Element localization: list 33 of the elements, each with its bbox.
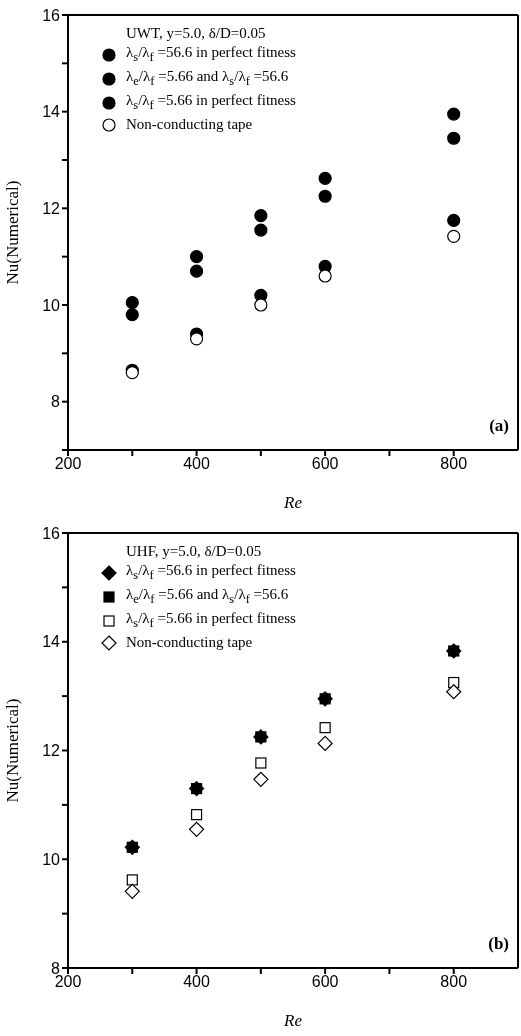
legend-label: λ$_{s}$/λ$_{f}$ =5.66 in perfect fitness [126,609,296,632]
y-axis-title: Nu(Numerical) [3,698,23,803]
legend-label: λ$_{s}$/λ$_{f}$ =56.6 in perfect fitness [126,43,296,66]
annotation: (a) [489,416,509,436]
y-tick-label: 10 [42,296,61,314]
x-axis-title: Re [283,493,303,513]
x-tick-label: 600 [311,973,339,991]
legend-label: λ$_{s}$/λ$_{f}$ =56.6 in perfect fitness [126,561,296,584]
y-tick-label: 12 [42,742,61,760]
y-tick-label: 12 [42,200,61,218]
x-axis-title: Re [283,1011,303,1031]
legend-label: λ$_{s}$/λ$_{f}$ =5.66 in perfect fitness [126,91,296,114]
x-tick-label: 800 [440,455,468,473]
x-tick-label: 800 [440,973,468,991]
legend-label: Non-conducting tape [126,115,253,134]
legend-title: UWT, y=5.0, δ/D=0.05 [125,24,267,43]
x-tick-label: 400 [183,455,211,473]
y-tick-label: 16 [42,524,61,542]
x-tick-label: 600 [311,455,339,473]
text: λ$_{e}$/λ$_{f}$ =5.66 and λ$_{s}$/λ$_{f}$ =56.6 [126,68,289,88]
text: λ$_{e}$/λ$_{f}$ =5.66 and λ$_{s}$/λ$_{f}$ =56.6 [126,586,289,606]
y-tick-label: 16 [42,6,61,24]
x-tick-label: 200 [54,455,82,473]
y-tick-label: 14 [42,103,61,121]
y-tick-label: 8 [51,393,61,411]
legend-title: UHF, y=5.0, δ/D=0.05 [125,542,263,561]
x-tick-label: 200 [54,973,82,991]
x-tick-label: 400 [183,973,211,991]
y-axis-title: Nu(Numerical) [3,180,23,285]
annotation: (b) [488,934,509,954]
legend-label: Non-conducting tape [126,633,253,652]
y-tick-label: 14 [42,633,61,651]
y-tick-label: 10 [42,850,61,868]
